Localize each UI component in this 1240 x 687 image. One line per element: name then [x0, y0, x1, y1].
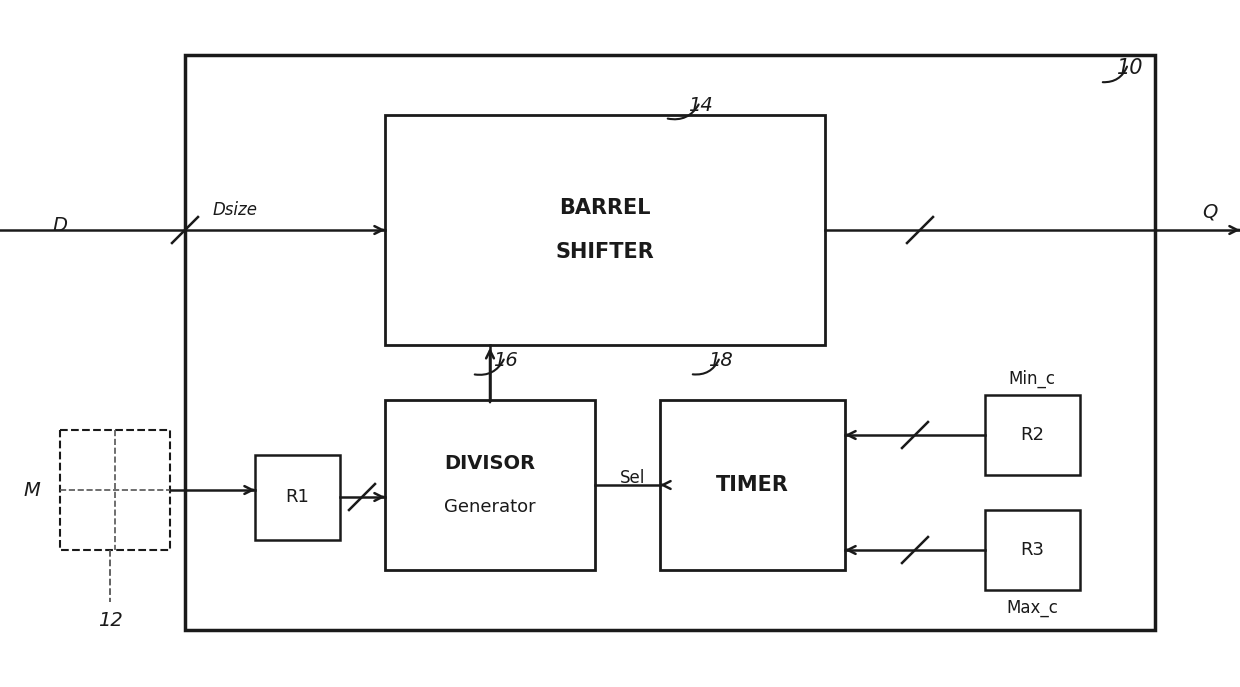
- Bar: [255, 455, 340, 540]
- Text: Min_c: Min_c: [1008, 370, 1055, 388]
- Text: R2: R2: [1021, 426, 1044, 444]
- Text: BARREL: BARREL: [559, 198, 651, 218]
- Text: 18: 18: [708, 350, 733, 370]
- Text: Dsize: Dsize: [212, 201, 258, 219]
- Text: Max_c: Max_c: [1006, 599, 1058, 617]
- Text: D: D: [52, 216, 67, 234]
- Text: Sel: Sel: [620, 469, 645, 487]
- Text: DIVISOR: DIVISOR: [444, 453, 536, 473]
- Text: Q: Q: [1203, 203, 1218, 221]
- Bar: [384, 400, 595, 570]
- Text: Generator: Generator: [444, 498, 536, 516]
- Text: 14: 14: [688, 95, 712, 115]
- Text: R1: R1: [285, 488, 309, 506]
- Bar: [985, 395, 1080, 475]
- Text: 10: 10: [1117, 58, 1143, 78]
- Text: 16: 16: [492, 350, 517, 370]
- Bar: [185, 55, 1154, 630]
- Text: 12: 12: [98, 611, 123, 629]
- Bar: [60, 430, 170, 550]
- Bar: [985, 510, 1080, 590]
- Bar: [660, 400, 844, 570]
- Bar: [384, 115, 825, 345]
- Text: TIMER: TIMER: [715, 475, 789, 495]
- Text: M: M: [24, 480, 40, 499]
- Text: R3: R3: [1021, 541, 1044, 559]
- Text: SHIFTER: SHIFTER: [556, 242, 655, 262]
